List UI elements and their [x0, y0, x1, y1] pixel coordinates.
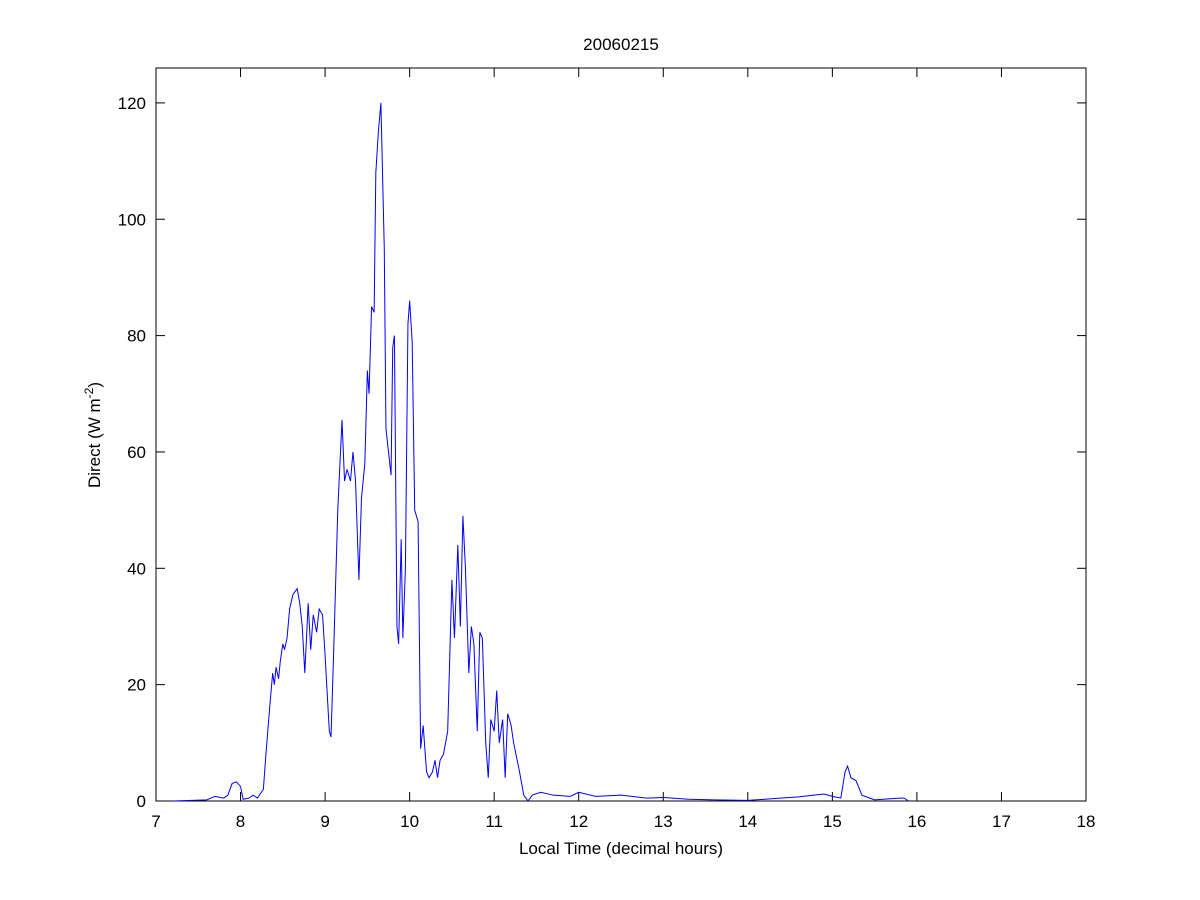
- y-tick-label: 0: [137, 792, 146, 811]
- y-tick-label: 100: [118, 210, 146, 229]
- y-tick-label: 20: [127, 676, 146, 695]
- y-tick-label: 60: [127, 443, 146, 462]
- y-tick-label: 40: [127, 559, 146, 578]
- x-tick-label: 14: [738, 812, 757, 831]
- x-tick-label: 18: [1077, 812, 1096, 831]
- x-tick-label: 12: [569, 812, 588, 831]
- y-axis-label-text: Direct (W m: [85, 398, 104, 488]
- plot-frame: [155, 67, 1087, 802]
- x-tick-label: 9: [320, 812, 329, 831]
- x-tick-label: 13: [654, 812, 673, 831]
- x-tick-label: 17: [992, 812, 1011, 831]
- x-tick-label: 10: [400, 812, 419, 831]
- y-axis-label-end: ): [85, 382, 104, 388]
- x-tick-label: 16: [907, 812, 926, 831]
- y-axis-label: Direct (W m-2): [82, 382, 104, 488]
- data-line: [172, 102, 909, 802]
- x-tick-label: 8: [236, 812, 245, 831]
- chart-title: 20060215: [583, 35, 659, 54]
- y-tick-label: 80: [127, 327, 146, 346]
- y-tick-label: 120: [118, 94, 146, 113]
- x-tick-label: 7: [151, 812, 160, 831]
- y-axis-label-sup: -2: [82, 387, 96, 398]
- x-axis-label: Local Time (decimal hours): [519, 839, 723, 858]
- x-tick-label: 11: [485, 812, 503, 831]
- x-tick-label: 15: [823, 812, 842, 831]
